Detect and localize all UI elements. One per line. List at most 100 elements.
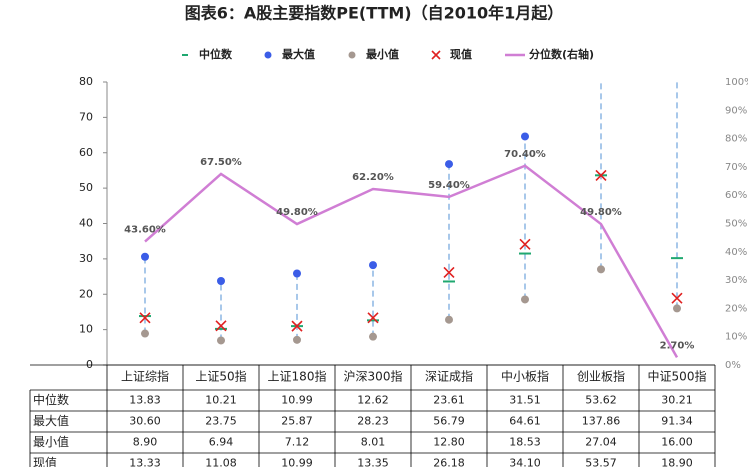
dot-mark: [673, 304, 681, 313]
x-mark: [595, 169, 607, 182]
table-cell: 10.99: [281, 394, 313, 407]
table-cell: 11.08: [205, 457, 237, 467]
table-cell: 16.00: [661, 436, 693, 449]
dot-mark: [445, 315, 453, 324]
legend-swatch: [264, 51, 272, 59]
dot-mark: [217, 336, 225, 345]
table-cell: 30.60: [129, 415, 161, 428]
y2-tick-label: 0%: [725, 360, 741, 371]
table-cell: 31.51: [509, 394, 541, 407]
x-mark: [367, 312, 379, 324]
table-cell: 18.90: [661, 457, 693, 467]
table-row-label: 中位数: [33, 392, 69, 407]
y2-tick-label: 80%: [725, 134, 747, 145]
y-tick-label: 50: [79, 181, 93, 194]
y2-tick-label: 30%: [725, 275, 747, 286]
table-cell: 25.87: [281, 415, 313, 428]
x-mark: [291, 320, 303, 332]
table-row-label: 现值: [33, 455, 57, 467]
y2-tick-label: 100%: [725, 77, 748, 88]
dot-mark: [673, 38, 681, 46]
table-header: 中小板指: [501, 369, 549, 384]
table-cell: 30.21: [661, 394, 693, 407]
legend-label: 现值: [450, 47, 472, 61]
percentile-line: [144, 164, 679, 358]
y2-tick-label: 40%: [725, 247, 747, 258]
y-tick-label: 60: [79, 146, 93, 159]
x-mark: [139, 312, 151, 324]
legend-swatch: [348, 51, 356, 59]
x-mark: [215, 320, 227, 332]
legend-label: 最大值: [282, 47, 315, 61]
y-tick-label: 70: [79, 110, 93, 123]
table-cell: 12.80: [433, 436, 465, 449]
table-cell: 13.33: [129, 457, 161, 467]
y-tick-label: 10: [79, 323, 93, 336]
percentile-label: 2.70%: [660, 340, 695, 351]
table-cell: 7.12: [285, 436, 310, 449]
table-header: 上证50指: [195, 369, 246, 384]
percentile-label: 67.50%: [200, 157, 242, 168]
table-cell: 27.04: [585, 436, 617, 449]
x-mark: [519, 238, 531, 250]
table-cell: 13.35: [357, 457, 389, 467]
table-cell: 53.62: [585, 394, 617, 407]
percentile-label: 43.60%: [124, 225, 166, 236]
table-header: 上证综指: [121, 369, 169, 384]
percentile-label: 62.20%: [352, 172, 394, 183]
table-cell: 28.23: [357, 415, 389, 428]
table-row-label: 最大值: [33, 413, 69, 428]
dot-mark: [217, 276, 225, 285]
y-tick-label: 20: [79, 287, 93, 300]
y-tick-label: 80: [79, 75, 93, 88]
table-cell: 8.90: [133, 436, 158, 449]
dot-mark: [369, 332, 377, 341]
y2-tick-label: 50%: [725, 219, 747, 230]
percentile-label: 49.80%: [580, 207, 622, 218]
table-cell: 137.86: [582, 415, 621, 428]
table-cell: 23.75: [205, 415, 237, 428]
dot-mark: [445, 160, 453, 169]
dot-mark: [141, 329, 149, 338]
y-tick-label: 40: [79, 217, 93, 230]
table-cell: 26.18: [433, 457, 465, 467]
y-tick-label: 30: [79, 252, 93, 265]
table-cell: 23.61: [433, 394, 465, 407]
legend-swatch: [431, 50, 441, 60]
table-header: 中证500指: [648, 369, 707, 384]
table-cell: 13.83: [129, 394, 161, 407]
table-header: 沪深300指: [344, 369, 403, 384]
dot-mark: [597, 265, 605, 274]
table-cell: 6.94: [209, 436, 234, 449]
table-cell: 10.21: [205, 394, 237, 407]
table-cell: 18.53: [509, 436, 541, 449]
percentile-label: 59.40%: [428, 180, 470, 191]
table-cell: 34.10: [509, 457, 541, 467]
table-cell: 10.99: [281, 457, 313, 467]
y2-tick-label: 20%: [725, 303, 747, 314]
y2-tick-label: 10%: [725, 332, 747, 343]
dot-mark: [293, 335, 301, 344]
dot-mark: [293, 269, 301, 278]
table-cell: 53.57: [585, 457, 617, 467]
y2-tick-label: 60%: [725, 190, 747, 201]
table-cell: 91.34: [661, 415, 693, 428]
x-mark: [443, 266, 455, 278]
dot-mark: [521, 295, 529, 304]
table-cell: 8.01: [361, 436, 386, 449]
table-cell: 64.61: [509, 415, 541, 428]
table-header: 创业板指: [577, 369, 625, 384]
dot-mark: [369, 261, 377, 270]
table-header: 深证成指: [425, 369, 473, 384]
percentile-label: 49.80%: [276, 207, 318, 218]
y2-tick-label: 90%: [725, 105, 747, 116]
legend-label: 分位数(右轴): [529, 47, 594, 61]
table-cell: 56.79: [433, 415, 465, 428]
table-cell: 12.62: [357, 394, 389, 407]
legend-label: 中位数: [199, 47, 233, 61]
legend-label: 最小值: [366, 47, 399, 61]
dot-mark: [141, 252, 149, 261]
plot-area: [139, 38, 683, 345]
x-mark: [671, 292, 683, 304]
